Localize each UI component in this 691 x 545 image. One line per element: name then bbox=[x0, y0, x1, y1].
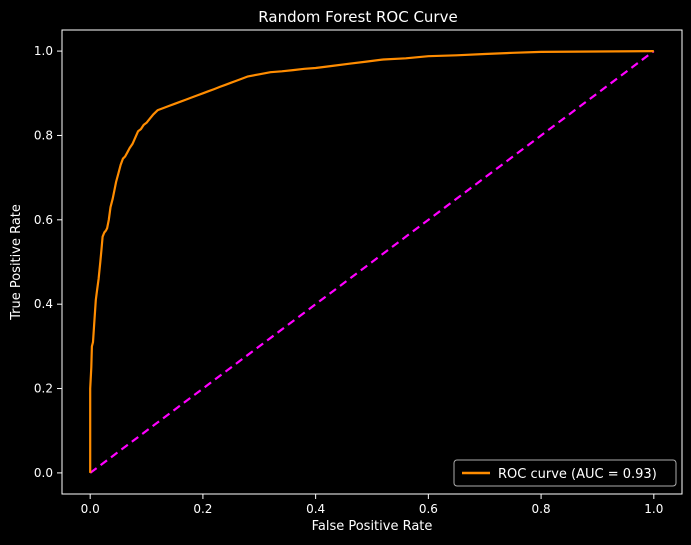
chart-title: Random Forest ROC Curve bbox=[258, 8, 457, 26]
roc-curve-line bbox=[89, 50, 654, 473]
y-tick-label: 0.8 bbox=[34, 128, 53, 142]
x-tick-label: 0.6 bbox=[419, 502, 438, 516]
x-tick-label: 0.0 bbox=[81, 502, 100, 516]
y-tick-label: 0.4 bbox=[34, 297, 53, 311]
y-tick-label: 1.0 bbox=[34, 44, 53, 58]
y-axis: 0.0 0.2 0.4 0.6 0.8 1.0 bbox=[34, 44, 62, 480]
y-axis-label: True Positive Rate bbox=[9, 204, 24, 321]
legend-label-roc: ROC curve (AUC = 0.93) bbox=[498, 467, 657, 482]
random-chance-line bbox=[89, 50, 655, 474]
y-tick-label: 0.2 bbox=[34, 382, 53, 396]
y-tick-label: 0.0 bbox=[34, 466, 53, 480]
series-layer bbox=[89, 50, 655, 474]
x-tick-label: 0.2 bbox=[193, 502, 212, 516]
x-tick-label: 0.8 bbox=[532, 502, 551, 516]
plot-frame bbox=[61, 29, 683, 495]
x-tick-label: 0.4 bbox=[306, 502, 325, 516]
x-tick-label: 1.0 bbox=[644, 502, 663, 516]
legend: ROC curve (AUC = 0.93) bbox=[453, 459, 677, 487]
x-axis-label: False Positive Rate bbox=[312, 519, 433, 534]
y-tick-label: 0.6 bbox=[34, 213, 53, 227]
legend-box bbox=[453, 459, 677, 487]
plot-area: 0.0 0.2 0.4 0.6 0.8 1.0 0.0 0.2 0.4 0.6 0.8 1.0 bbox=[34, 29, 683, 516]
x-axis: 0.0 0.2 0.4 0.6 0.8 1.0 bbox=[81, 494, 663, 516]
